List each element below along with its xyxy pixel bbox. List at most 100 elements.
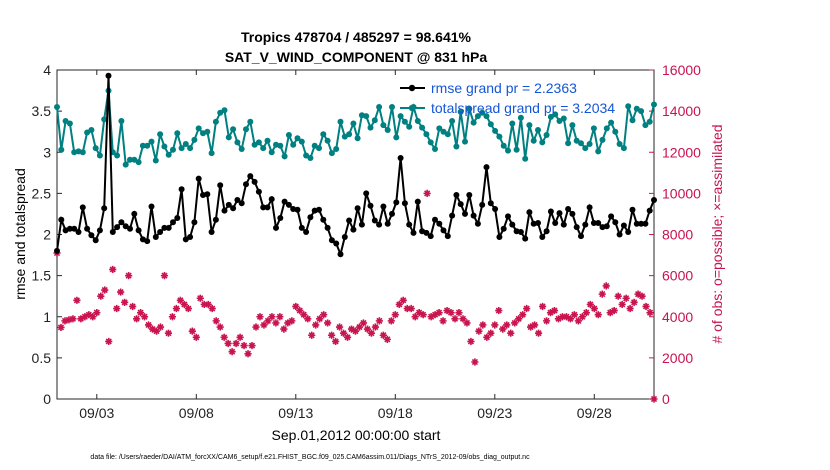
- obs-point: [646, 309, 654, 317]
- obs-point: [224, 339, 232, 348]
- x-tick-label: 09/23: [477, 405, 512, 421]
- legend-totalspread-marker: [408, 104, 416, 112]
- totalspread-point: [238, 146, 245, 152]
- obs-point: [594, 311, 602, 319]
- obs-point: [264, 317, 272, 325]
- obs-point: [515, 315, 523, 323]
- y-left-tick-label: 4: [43, 62, 51, 78]
- totalspread-point: [590, 125, 597, 132]
- totalspread-point: [470, 119, 477, 126]
- totalspread-point: [423, 131, 430, 138]
- obs-point: [395, 300, 403, 309]
- totalspread-point: [457, 108, 464, 115]
- totalspread-point: [208, 150, 215, 157]
- totalspread-point: [255, 139, 262, 146]
- obs-point: [375, 317, 383, 325]
- y-left-tick-label: 3.5: [32, 103, 52, 119]
- rmse-point: [427, 233, 434, 240]
- totalspread-point: [307, 155, 314, 161]
- obs-point: [511, 319, 519, 327]
- obs-point: [335, 323, 344, 331]
- totalspread-point: [595, 148, 602, 155]
- obs-point: [483, 333, 491, 341]
- x-axis: 09/03 09/08 09/13 09/18 09/23 09/28: [79, 70, 612, 421]
- obs-point: [431, 311, 439, 319]
- rmse-point: [341, 234, 348, 240]
- rmse-point: [148, 203, 155, 210]
- rmse-point: [410, 229, 417, 236]
- obs-point: [495, 306, 503, 315]
- totalspread-point: [539, 139, 546, 146]
- obs-point: [308, 331, 316, 339]
- y-axis-right: 0 2000 4000 6000 8000 10000 12000 14000 16000: [649, 62, 701, 407]
- obs-point: [180, 300, 188, 309]
- rmse-point: [603, 223, 610, 230]
- obs-point: [467, 337, 475, 346]
- obs-point: [574, 317, 582, 325]
- totalspread-point: [483, 113, 490, 120]
- rmse-point: [384, 220, 391, 227]
- x-tick-label: 09/28: [577, 405, 612, 421]
- obs-point: [288, 317, 296, 325]
- rmse-point: [505, 213, 511, 220]
- obs-point: [562, 313, 571, 321]
- obs-point: [228, 348, 236, 356]
- rmse-point: [552, 220, 559, 226]
- obs-point: [491, 321, 499, 329]
- obs-point: [296, 306, 304, 315]
- obs-point: [411, 313, 419, 321]
- rmse-point: [440, 227, 447, 234]
- totalspread-point: [380, 122, 387, 129]
- obs-point: [499, 325, 507, 333]
- rmse-point: [406, 221, 413, 228]
- y-right-tick-label: 4000: [662, 309, 693, 325]
- rmse-point: [616, 231, 623, 238]
- totalspread-point: [170, 146, 176, 153]
- rmse-point: [367, 202, 374, 209]
- totalspread-point: [328, 150, 335, 157]
- totalspread-point: [646, 118, 653, 125]
- obs-point: [105, 337, 113, 346]
- y-axis-right-label: # of obs: o=possible; ×=assimilated: [709, 124, 725, 343]
- rmse-point: [389, 210, 395, 217]
- rmse-point: [582, 221, 589, 228]
- obs-point: [463, 319, 471, 327]
- rmse-point: [324, 224, 331, 231]
- totalspread-point: [79, 149, 86, 156]
- rmse-point: [547, 208, 554, 215]
- rmse-point: [371, 217, 378, 224]
- y-right-tick-label: 0: [662, 391, 670, 407]
- obs-point: [534, 329, 543, 337]
- obs-point: [503, 321, 511, 329]
- totalspread-point: [277, 142, 284, 149]
- totalspread-point: [393, 134, 400, 141]
- obs-point: [312, 321, 320, 329]
- obs-point: [419, 311, 427, 319]
- chart-title: Tropics 478704 / 485297 = 98.641%: [241, 29, 472, 45]
- legend-rmse-label: rmse grand pr = 2.2363: [431, 80, 577, 96]
- rmse-point: [268, 196, 275, 203]
- totalspread-point: [178, 145, 185, 152]
- rmse-point: [230, 205, 237, 212]
- rmse-point: [303, 229, 310, 235]
- totalspread-point: [66, 120, 73, 127]
- y-axis-left-label: rmse and totalspread: [12, 168, 28, 300]
- rmse-point: [569, 210, 576, 217]
- totalspread-point: [522, 155, 529, 162]
- rmse-point: [509, 221, 516, 228]
- totalspread-point: [268, 149, 275, 156]
- obs-point: [133, 315, 141, 323]
- rmse-point: [393, 199, 400, 206]
- obs-point: [109, 265, 117, 274]
- obs-point: [97, 292, 105, 300]
- totalspread-point: [616, 141, 623, 147]
- obs-point: [152, 327, 161, 335]
- totalspread-point: [182, 141, 189, 147]
- totalspread-point: [462, 138, 468, 145]
- totalspread-point: [629, 117, 636, 124]
- totalspread-point: [225, 134, 232, 141]
- rmse-point: [243, 181, 249, 188]
- totalspread-point: [320, 131, 327, 138]
- y-left-tick-label: 2.5: [32, 185, 52, 201]
- rmse-point: [195, 175, 202, 182]
